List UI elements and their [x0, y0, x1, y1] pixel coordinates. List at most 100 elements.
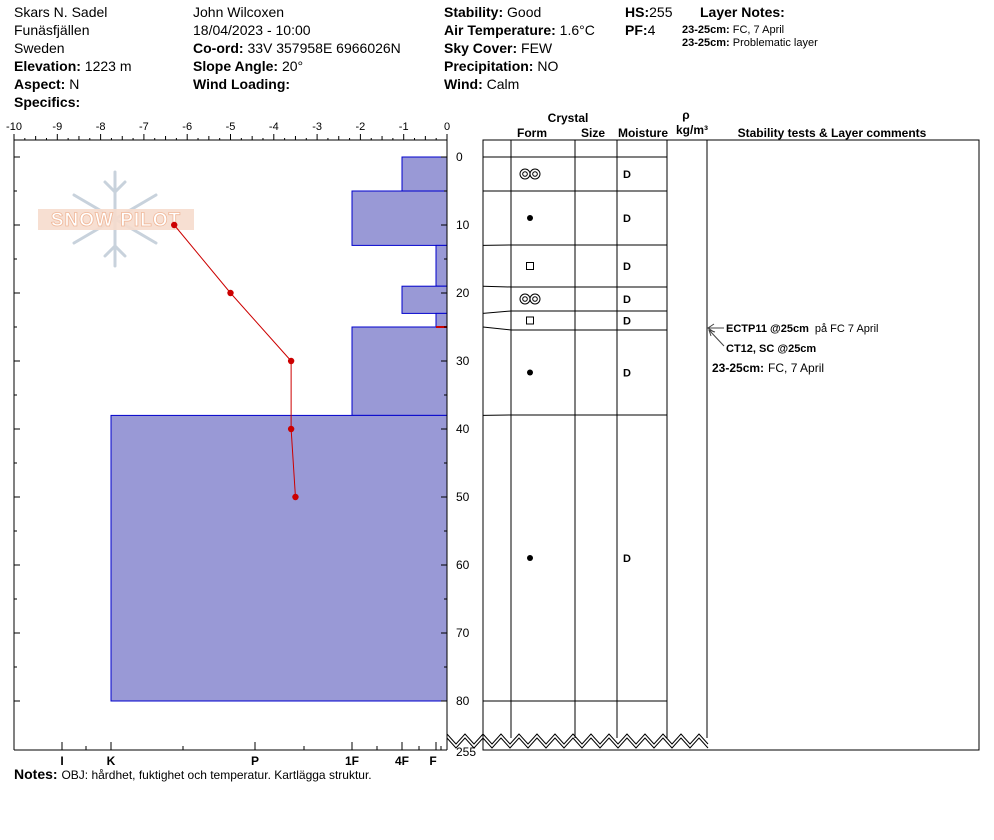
- hardness-bar: [110, 414, 448, 702]
- depth-tick-label: 50: [456, 490, 470, 504]
- layer-note: 23-25cm: FC, 7 April: [682, 24, 785, 36]
- moisture-value: D: [623, 213, 631, 225]
- temperature-tick-label: -10: [6, 121, 22, 133]
- faceted-crystals-icon: [526, 262, 534, 270]
- depth-bottom-label: 255: [456, 745, 476, 759]
- observer-name: John Wilcoxen: [193, 4, 285, 20]
- temperature-tick-label: -8: [96, 121, 106, 133]
- snow-height: HS:255: [625, 4, 673, 20]
- temperature-point: [171, 221, 178, 229]
- size-header: Size: [581, 126, 605, 140]
- hardness-tick-label: F: [429, 754, 436, 768]
- inner-ring: [522, 296, 528, 302]
- temperature-tick-label: -5: [226, 121, 236, 133]
- depth-tick-label: 0: [456, 150, 463, 164]
- hardness-bar: [435, 312, 448, 328]
- stability-test-entry: ECTP11 @25cm på FC 7 April: [726, 323, 878, 335]
- rounded-grains-icon: [527, 215, 533, 221]
- moisture-value: D: [623, 261, 631, 273]
- faceted-rounded-icon: [519, 293, 541, 305]
- outer-ring: [529, 168, 541, 180]
- moisture-value: D: [623, 368, 631, 380]
- precipitation: Precipitation: NO: [444, 58, 559, 74]
- hardness-tick-label: I: [60, 754, 63, 768]
- temperature-tick-label: -1: [399, 121, 409, 133]
- layer-notes-title: Layer Notes:: [700, 4, 785, 20]
- hardness-tick-label: P: [251, 754, 259, 768]
- temperature-tick-label: -2: [356, 121, 366, 133]
- hardness-tick-label: 4F: [395, 754, 409, 768]
- coordinates: Co-ord: 33V 357958E 6966026N: [193, 40, 401, 56]
- depth-tick-label: 80: [456, 694, 470, 708]
- country-name: Sweden: [14, 40, 65, 56]
- layer-table-frame: [482, 139, 980, 751]
- density-unit-header: kg/m³: [676, 123, 708, 137]
- hardness-bar: [401, 156, 448, 192]
- temperature-point: [292, 493, 299, 501]
- air-temperature: Air Temperature: 1.6°C: [444, 22, 595, 38]
- moisture-header: Moisture: [618, 126, 668, 140]
- observation-datetime: 18/04/2023 - 10:00: [193, 22, 311, 38]
- faceted-rounded-icon: [519, 168, 541, 180]
- rounded-grains-icon: [527, 555, 533, 561]
- depth-tick-label: 20: [456, 286, 470, 300]
- stability-tests: ECTP11 @25cm på FC 7 April CT12, SC @25cm…: [707, 323, 878, 375]
- depth-tick-label: 10: [456, 218, 470, 232]
- temperature-tick-label: -6: [182, 121, 192, 133]
- temperature-tick-label: -4: [269, 121, 279, 133]
- hardness-tick-label: K: [107, 754, 116, 768]
- temperature-tick-label: -3: [312, 121, 322, 133]
- moisture-value: D: [623, 316, 631, 328]
- rounded-grains-icon: [527, 369, 533, 376]
- location-name: Skars N. Sadel: [14, 4, 108, 20]
- temperature-point: [287, 425, 295, 433]
- outer-ring: [519, 168, 531, 180]
- faceted-crystals-icon: [526, 316, 534, 325]
- axis-break-lower: [446, 737, 709, 749]
- hardness-bar: [351, 326, 448, 416]
- watermark-text: SNOW PILOT: [51, 210, 181, 231]
- hardness-bar: [435, 244, 448, 287]
- aspect: Aspect: N: [14, 76, 80, 92]
- layer-boundary-line: [482, 285, 667, 288]
- layer-note: 23-25cm: Problematic layer: [682, 37, 818, 49]
- wind: Wind: Calm: [444, 76, 520, 92]
- depth-tick-label: 60: [456, 558, 470, 572]
- hardness-tick-label: 1F: [345, 754, 359, 768]
- specifics: Specifics:: [14, 94, 81, 110]
- temperature-point: [287, 357, 295, 365]
- layer-boundary-line: [482, 326, 667, 331]
- elevation: Elevation: 1223 m: [14, 58, 132, 74]
- inner-ring: [532, 296, 538, 302]
- depth-tick-label: 40: [456, 422, 470, 436]
- moisture-value: D: [623, 294, 631, 306]
- penetration-foot: PF:4: [625, 22, 656, 38]
- sky-cover: Sky Cover: FEW: [444, 40, 553, 56]
- temperature-tick-label: 0: [444, 121, 450, 133]
- depth-tick-label: 70: [456, 626, 470, 640]
- hardness-bar: [351, 190, 448, 246]
- form-header: Form: [517, 126, 547, 140]
- hardness-bar: [401, 285, 448, 314]
- depth-tick-label: 30: [456, 354, 470, 368]
- temperature-point: [227, 289, 234, 297]
- region-name: Funäsfjällen: [14, 22, 90, 38]
- moisture-value: D: [623, 553, 631, 565]
- inner-ring: [522, 171, 528, 177]
- stability: Stability: Good: [444, 4, 542, 20]
- rho-header: ρ: [682, 108, 689, 122]
- temperature-tick-label: -9: [52, 121, 62, 133]
- watermark-banner: [38, 209, 194, 230]
- layer-boundary-line: [482, 310, 667, 314]
- comments-header: Stability tests & Layer comments: [738, 126, 927, 140]
- crystal-header: Crystal: [548, 111, 589, 125]
- profile-notes: Notes: OBJ: hårdhet, fuktighet och tempe…: [14, 766, 372, 782]
- moisture-value: D: [623, 169, 631, 181]
- axis-break-upper: [446, 733, 709, 745]
- outer-ring: [519, 293, 531, 305]
- temperature-tick-label: -7: [139, 121, 149, 133]
- slope-angle: Slope Angle: 20°: [193, 58, 304, 74]
- snowpilot-watermark: SNOW PILOT: [38, 170, 194, 268]
- outer-ring: [529, 293, 541, 305]
